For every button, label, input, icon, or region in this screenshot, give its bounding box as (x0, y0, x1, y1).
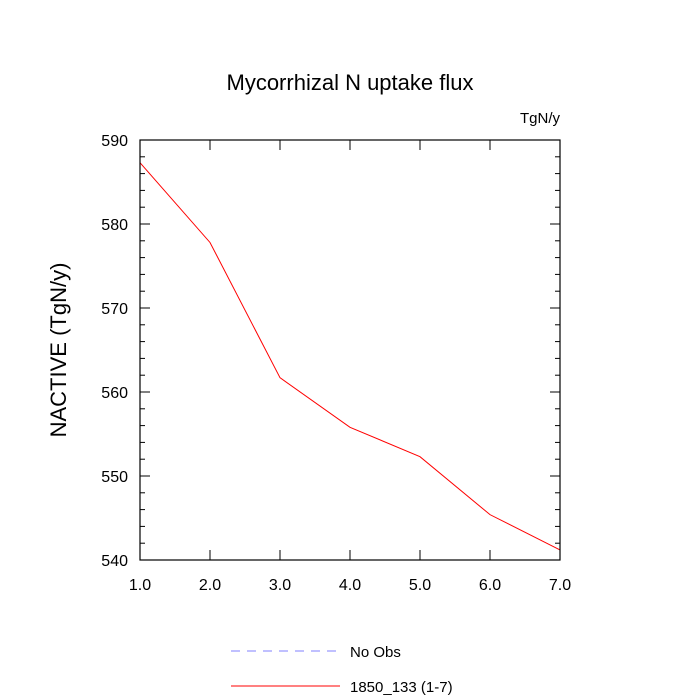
y-tick-label: 570 (101, 301, 128, 318)
units-label: TgN/y (520, 110, 561, 127)
plot-series (139, 162, 561, 551)
x-tick-label: 2.0 (199, 577, 221, 594)
x-tick-label: 4.0 (339, 577, 361, 594)
legend: No Obs 1850_133 (1-7) (231, 644, 453, 696)
y-tick-label: 550 (101, 469, 128, 486)
x-tick-label: 1.0 (129, 577, 151, 594)
x-tick-label: 7.0 (549, 577, 571, 594)
axis-ticks (139, 139, 561, 561)
legend-label: 1850_133 (1-7) (350, 679, 453, 696)
chart-title: Mycorrhizal N uptake flux (227, 70, 474, 95)
y-axis-label: NACTIVE (TgN/y) (46, 263, 71, 438)
series-line (139, 162, 561, 551)
y-tick-label: 540 (101, 553, 128, 570)
legend-label: No Obs (350, 644, 401, 661)
y-tick-label: 590 (101, 133, 128, 150)
x-tick-label: 5.0 (409, 577, 431, 594)
plot-frame (139, 139, 561, 561)
y-tick-label: 580 (101, 217, 128, 234)
x-tick-label: 3.0 (269, 577, 291, 594)
y-tick-label: 560 (101, 385, 128, 402)
axis-tick-labels: 1.0 2.0 3.0 4.0 5.0 6.0 7.0 540 550 560 570 580 590 (101, 133, 571, 594)
x-tick-label: 6.0 (479, 577, 501, 594)
